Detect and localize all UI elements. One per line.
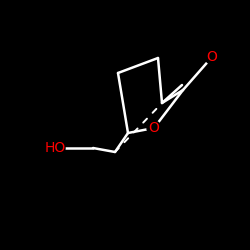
Circle shape	[205, 50, 219, 64]
Text: HO: HO	[44, 141, 66, 155]
Circle shape	[45, 138, 65, 158]
Text: O: O	[206, 50, 218, 64]
Circle shape	[147, 121, 161, 135]
Text: O: O	[148, 121, 160, 135]
